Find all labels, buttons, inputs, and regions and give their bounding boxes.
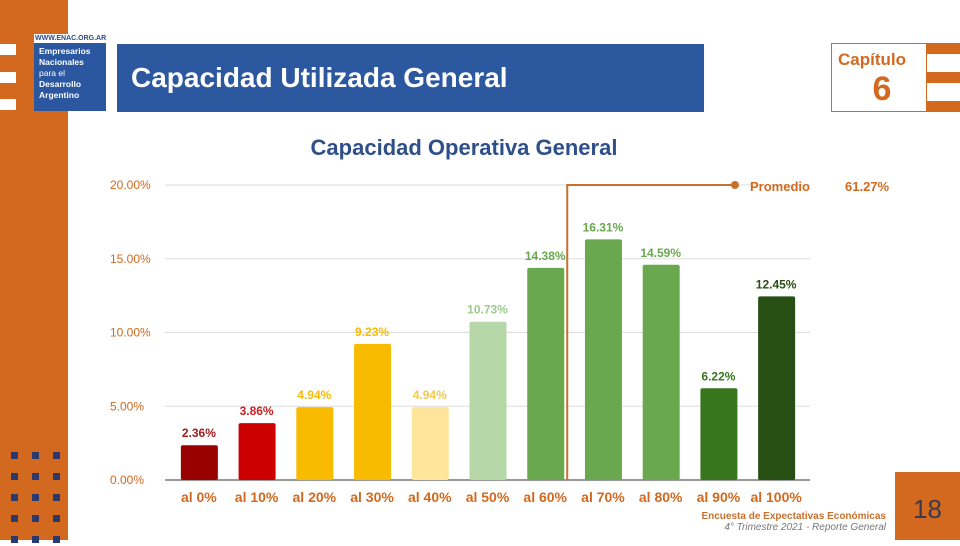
data-label: 16.31% (583, 220, 624, 234)
decor-bar (0, 72, 16, 83)
bar (180, 445, 218, 480)
x-tick-label: al 50% (466, 489, 510, 505)
data-label: 10.73% (467, 303, 508, 317)
chapter-label: Capítulo (838, 50, 906, 69)
decor-bar (927, 72, 960, 83)
logo: WWW.ENAC.ORG.AR Empresarios Nacionales p… (34, 34, 106, 114)
data-label: 4.94% (413, 388, 447, 402)
logo-line: para el (39, 68, 65, 78)
logo-line: Argentino (39, 90, 80, 100)
y-tick-label: 10.00% (110, 326, 151, 340)
logo-line: Empresarios (39, 46, 91, 56)
x-tick-label: al 90% (697, 489, 741, 505)
data-label: 14.59% (640, 246, 681, 260)
data-label: 6.22% (701, 369, 735, 383)
x-tick-label: al 0% (181, 489, 217, 505)
decor-dot (53, 515, 60, 522)
x-tick-label: al 80% (639, 489, 683, 505)
x-tick-label: al 100% (750, 489, 802, 505)
bar (238, 423, 276, 480)
footer-subtitle: 4° Trimestre 2021 - Reporte General (724, 522, 886, 533)
data-label: 4.94% (297, 388, 331, 402)
average-label: Promedio (750, 179, 810, 194)
decor-dot (32, 515, 39, 522)
bar (700, 388, 738, 480)
data-label: 9.23% (355, 325, 389, 339)
decor-dot (32, 494, 39, 501)
x-tick-label: al 30% (350, 489, 394, 505)
average-marker-dot (731, 181, 739, 189)
decor-bar (927, 43, 960, 54)
logo-line: Nacionales (39, 57, 84, 67)
y-tick-label: 5.00% (110, 399, 144, 413)
chapter-number: 6 (872, 70, 892, 108)
decor-dot (11, 494, 18, 501)
chart-title: Capacidad Operativa General (311, 135, 618, 160)
bar (584, 239, 622, 480)
decor-dot (53, 452, 60, 459)
bar (642, 264, 680, 480)
x-tick-label: al 60% (523, 489, 567, 505)
x-tick-label: al 40% (408, 489, 452, 505)
data-label: 12.45% (756, 277, 797, 291)
average-value: 61.27% (845, 179, 890, 194)
decor-dot (11, 452, 18, 459)
chapter-badge: Capítulo 6 (831, 43, 927, 112)
decor-dot (53, 473, 60, 480)
decor-bar (0, 99, 16, 110)
y-tick-label: 20.00% (110, 178, 151, 192)
page-title: Capacidad Utilizada General (117, 44, 704, 112)
bar (296, 407, 334, 480)
decor-dot (11, 473, 18, 480)
bar (411, 407, 449, 480)
decor-bar (0, 44, 16, 55)
logo-line: Desarrollo (39, 79, 82, 89)
decor-dot (53, 494, 60, 501)
bar (354, 343, 392, 480)
x-tick-label: al 70% (581, 489, 625, 505)
decor-bar (927, 101, 960, 112)
bar (469, 321, 507, 480)
data-label: 14.38% (525, 249, 566, 263)
bar (758, 296, 796, 480)
decor-dot (32, 452, 39, 459)
page-number: 18 (895, 472, 960, 540)
logo-url: WWW.ENAC.ORG.AR (34, 34, 107, 43)
y-tick-label: 15.00% (110, 252, 151, 266)
data-label: 3.86% (240, 404, 274, 418)
x-tick-label: al 20% (293, 489, 337, 505)
bar (527, 267, 565, 480)
decor-dot (11, 515, 18, 522)
x-tick-label: al 10% (235, 489, 279, 505)
data-label: 2.36% (182, 426, 216, 440)
decor-dot (32, 473, 39, 480)
y-tick-label: 0.00% (110, 473, 144, 487)
average-marker-line (566, 184, 735, 480)
footer-title: Encuesta de Expectativas Económicas (701, 511, 886, 522)
